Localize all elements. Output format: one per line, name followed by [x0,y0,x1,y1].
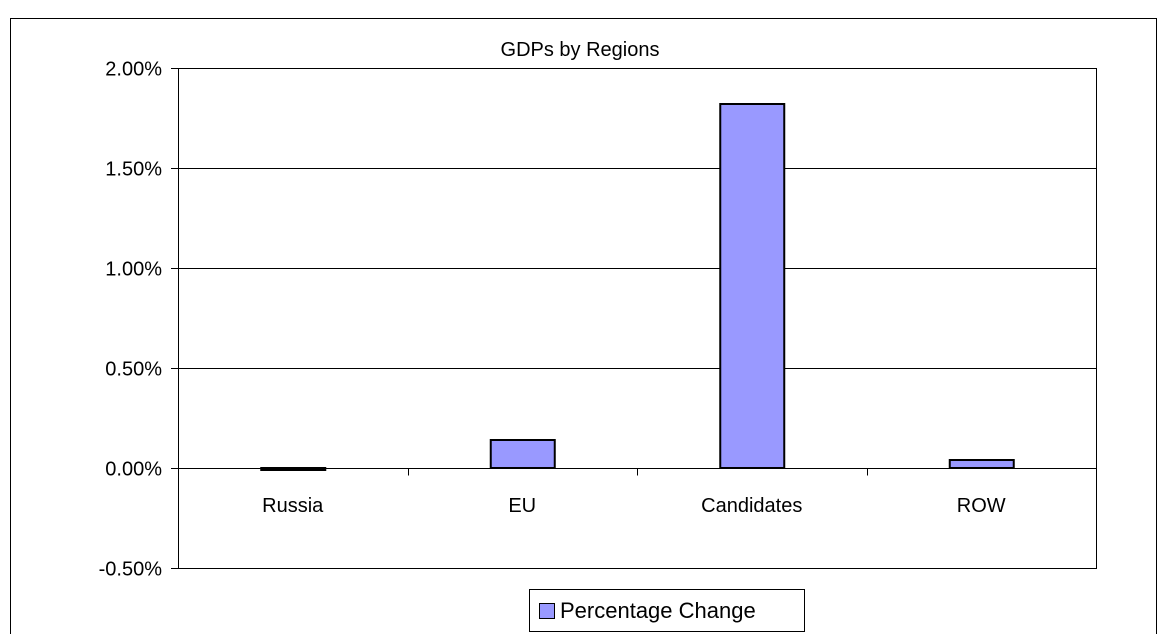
bar-candidates [719,103,786,469]
chart-border [10,18,1157,634]
y-tick-label: 0.50% [105,359,162,381]
y-tick-label: 0.00% [105,459,162,481]
axes [178,68,1097,569]
x-tick-label: EU [508,495,536,517]
legend-label: Percentage Change [560,598,756,623]
legend-swatch [539,603,555,619]
x-tick-label: ROW [957,495,1006,517]
chart-title: GDPs by Regions [501,39,660,61]
x-tick-label: Candidates [701,495,802,517]
y-tick-label: 1.50% [105,159,162,181]
y-tick-label: 1.00% [105,259,162,281]
bar-row [948,459,1015,469]
gridlines [178,68,1096,469]
bar-eu [489,439,556,469]
x-tick-label: Russia [262,495,324,517]
y-tick-label: 2.00% [105,59,162,81]
y-axis-ticks: -0.50% 0.00% 0.50% 1.00% 1.50% 2.00% [99,59,178,581]
legend-box [529,589,805,632]
x-axis-labels: Russia EU Candidates ROW [262,495,1006,517]
y-tick-label: -0.50% [99,559,163,581]
legend: Percentage Change [529,589,805,632]
bar-series-percentage-change [260,103,1015,471]
